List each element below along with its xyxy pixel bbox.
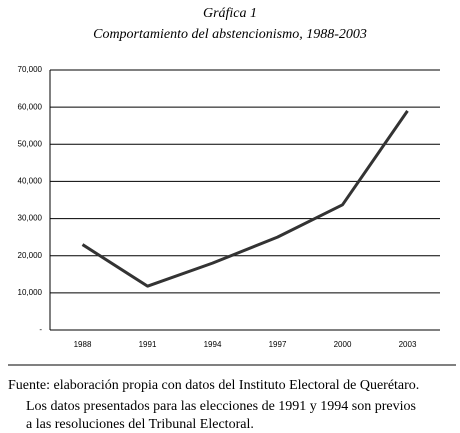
y-tick-label: 70,000 (18, 65, 43, 74)
note: a las resoluciones del Tribunal Electora… (26, 417, 254, 432)
x-tick-label: 1988 (74, 340, 92, 349)
y-tick-label: 60,000 (18, 102, 43, 111)
x-tick-label: 1997 (269, 340, 287, 349)
y-tick-label: 20,000 (18, 251, 43, 260)
y-tick-label: 10,000 (18, 288, 43, 297)
x-tick-label: 2000 (334, 340, 352, 349)
y-tick-label: 40,000 (18, 177, 43, 186)
y-tick-label: 50,000 (18, 139, 43, 148)
source-note: Fuente: elaboración propia con datos del… (8, 378, 419, 393)
x-tick-label: 1991 (139, 340, 157, 349)
x-tick-label: 1994 (204, 340, 222, 349)
line (81, 110, 409, 288)
chart-subtitle: Comportamiento del abstencionismo, 1988-… (93, 27, 367, 42)
note: Los datos presentados para las eleccione… (26, 399, 416, 414)
y-tick-label: - (39, 325, 42, 334)
y-tick-label: 30,000 (18, 214, 43, 223)
x-tick-label: 2003 (399, 340, 417, 349)
chart-title: Gráfica 1 (203, 6, 257, 21)
